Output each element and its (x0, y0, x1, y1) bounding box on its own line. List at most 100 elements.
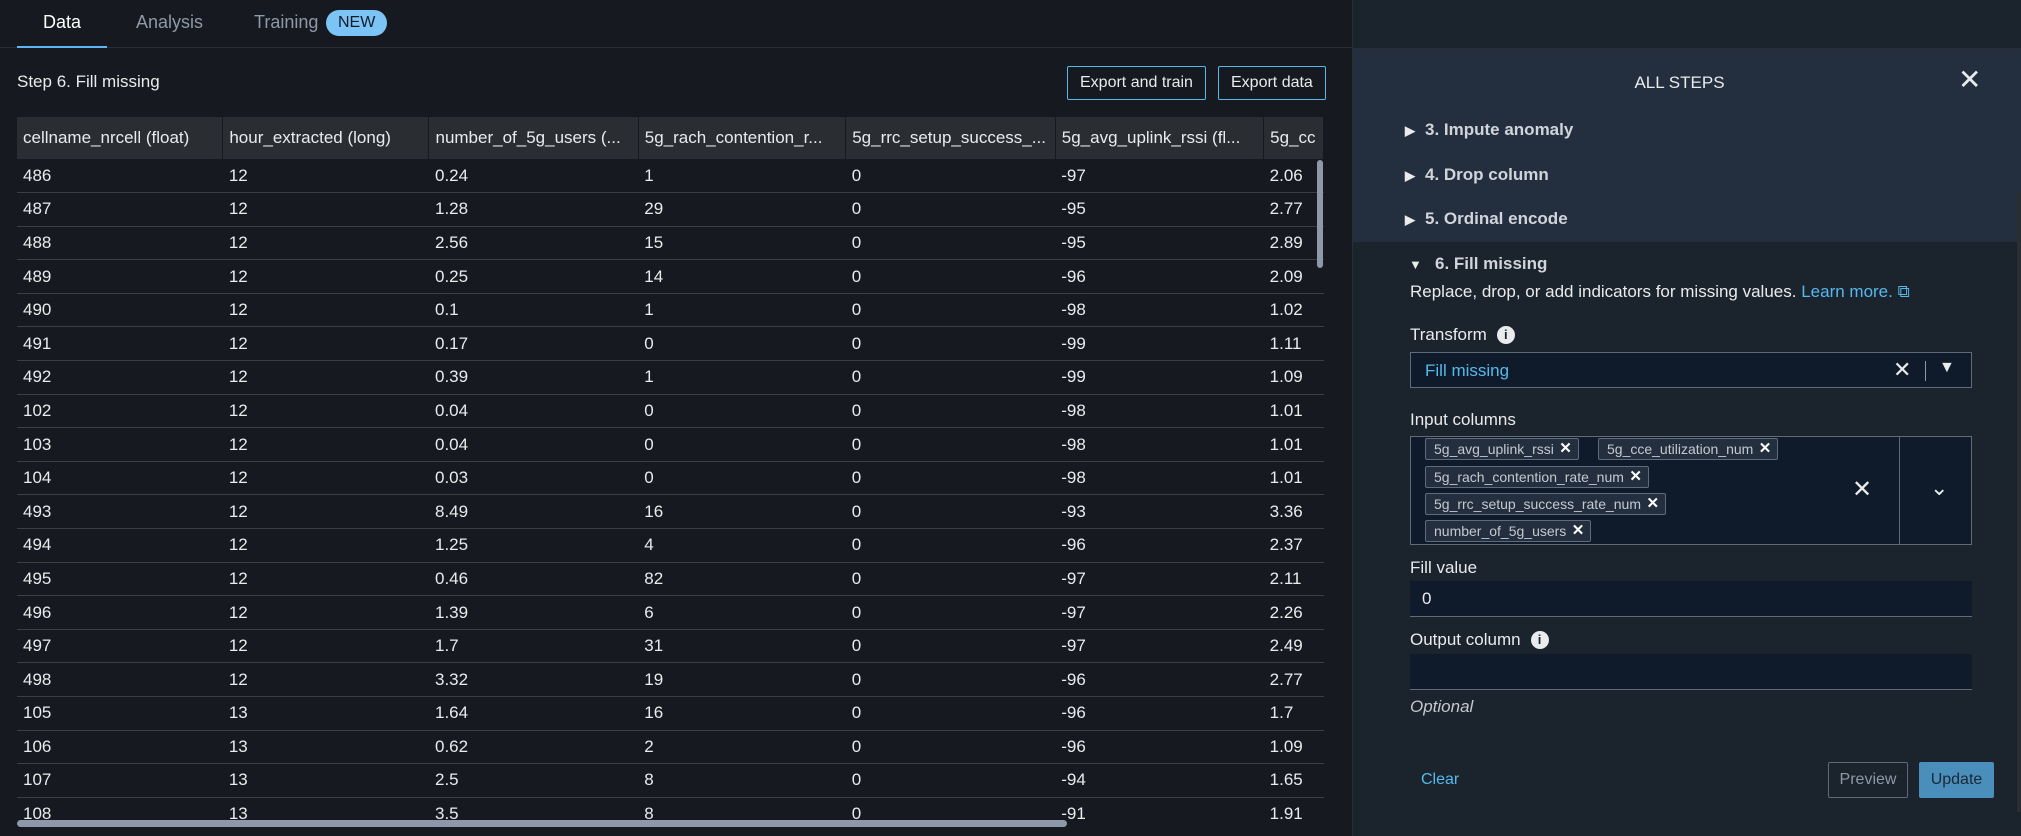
transform-label-row: Transform i (1410, 325, 1515, 345)
table-cell: 0 (638, 326, 846, 362)
preview-button[interactable]: Preview (1828, 762, 1908, 798)
table-row[interactable]: 104 12 0.03 0 0 -98 1.01 (17, 461, 1324, 496)
table-cell: 0 (845, 226, 1056, 261)
column-header[interactable]: 5g_rach_contention_r... (638, 117, 847, 159)
table-cell: 1.11 (1263, 326, 1324, 362)
horizontal-scrollbar[interactable] (17, 820, 1067, 827)
panel-header: ALL STEPS ✕ (1353, 48, 2021, 114)
table-row[interactable]: 103 12 0.04 0 0 -98 1.01 (17, 427, 1324, 462)
table-cell: 0 (845, 629, 1056, 664)
table-row[interactable]: 490 12 0.1 1 0 -98 1.02 (17, 293, 1324, 328)
clear-all-icon[interactable]: ✕ (1852, 476, 1873, 503)
info-icon[interactable]: i (1530, 631, 1549, 649)
select-divider (1925, 361, 1926, 381)
table-row[interactable]: 488 12 2.56 15 0 -95 2.89 (17, 226, 1324, 261)
column-header[interactable]: 5g_avg_uplink_rssi (fl... (1055, 117, 1265, 159)
table-cell: 12 (222, 394, 429, 429)
table-cell: 1.01 (1263, 427, 1324, 462)
close-icon[interactable]: ✕ (1958, 64, 1982, 95)
column-chip: 5g_avg_uplink_rssi ✕ (1425, 438, 1579, 460)
table-cell: 16 (638, 494, 846, 530)
output-column-input[interactable] (1410, 654, 1972, 690)
table-cell: 0 (638, 394, 846, 429)
step-ordinal-encode[interactable]: ▶ 5. Ordinal encode (1405, 209, 1568, 229)
step-drop-column[interactable]: ▶ 4. Drop column (1405, 165, 1549, 185)
column-header[interactable]: hour_extracted (long) (222, 117, 430, 159)
table-cell: 0 (845, 730, 1056, 765)
remove-chip-icon[interactable]: ✕ (1646, 495, 1660, 512)
table-row[interactable]: 495 12 0.46 82 0 -97 2.11 (17, 562, 1324, 597)
table-cell: -95 (1055, 192, 1264, 227)
chevron-down-icon[interactable]: ⌄ (1930, 475, 1949, 500)
chip-label: 5g_avg_uplink_rssi (1434, 441, 1554, 457)
table-cell: 4 (638, 528, 846, 563)
table-row[interactable]: 107 13 2.5 8 0 -94 1.65 (17, 763, 1324, 798)
learn-more-link[interactable]: Learn more. ⧉ (1801, 282, 1910, 301)
tab-data[interactable]: Data (17, 0, 107, 48)
table-cell: -94 (1055, 763, 1264, 798)
column-chip: 5g_rrc_setup_success_rate_num ✕ (1425, 493, 1667, 515)
fill-value-input[interactable]: 0 (1410, 581, 1972, 617)
table-cell: 0 (845, 528, 1056, 563)
dropdown-arrow-icon[interactable]: ▼ (1939, 359, 1955, 376)
step-title: Step 6. Fill missing (17, 72, 160, 91)
table-row[interactable]: 105 13 1.64 16 0 -96 1.7 (17, 696, 1324, 731)
export-and-train-button[interactable]: Export and train (1067, 66, 1206, 100)
table-row[interactable]: 493 12 8.49 16 0 -93 3.36 (17, 494, 1324, 530)
panel-scrollbar[interactable] (2017, 192, 2021, 812)
table-cell: 2.5 (428, 763, 639, 798)
table-cell: 0 (845, 360, 1056, 395)
top-tab-bar: Data Analysis Training NEW (0, 0, 1352, 48)
remove-chip-icon[interactable]: ✕ (1758, 440, 1772, 457)
table-cell: 8.49 (428, 494, 639, 530)
table-cell: 498 (17, 662, 223, 697)
step-label: 3. Impute anomaly (1425, 120, 1574, 139)
table-row[interactable]: 492 12 0.39 1 0 -99 1.09 (17, 360, 1324, 395)
column-header[interactable]: cellname_nrcell (float) (17, 117, 224, 159)
info-icon[interactable]: i (1496, 326, 1515, 344)
step-label: 6. Fill missing (1435, 254, 1548, 273)
table-row[interactable]: 494 12 1.25 4 0 -96 2.37 (17, 528, 1324, 563)
clear-button[interactable]: Clear (1421, 771, 1460, 788)
table-row[interactable]: 102 12 0.04 0 0 -98 1.01 (17, 394, 1324, 429)
table-row[interactable]: 106 13 0.62 2 0 -96 1.09 (17, 730, 1324, 765)
new-badge: NEW (326, 10, 388, 36)
table-row[interactable]: 498 12 3.32 19 0 -96 2.77 (17, 662, 1324, 697)
column-header[interactable]: 5g_cc (1263, 117, 1324, 159)
table-row[interactable]: 496 12 1.39 6 0 -97 2.26 (17, 595, 1324, 630)
vertical-scrollbar[interactable] (1317, 160, 1323, 268)
tab-analysis[interactable]: Analysis (136, 0, 203, 48)
table-cell: -98 (1055, 293, 1264, 328)
table-cell: 12 (222, 629, 429, 664)
step-fill-missing[interactable]: ▼ 6. Fill missing (1409, 254, 1547, 274)
clear-icon[interactable]: ✕ (1893, 357, 1912, 382)
table-cell: 3.36 (1263, 494, 1324, 530)
table-cell: 487 (17, 192, 223, 227)
table-cell: 0 (845, 259, 1056, 294)
remove-chip-icon[interactable]: ✕ (1629, 468, 1642, 485)
table-row[interactable]: 491 12 0.17 0 0 -99 1.11 (17, 326, 1324, 362)
export-data-button[interactable]: Export data (1218, 66, 1326, 100)
table-cell: 492 (17, 360, 223, 395)
table-cell: 19 (638, 662, 846, 697)
column-header[interactable]: 5g_rrc_setup_success_... (845, 117, 1056, 159)
input-columns-multiselect[interactable]: 5g_avg_uplink_rssi ✕ 5g_cce_utilization_n… (1410, 436, 1972, 545)
table-row[interactable]: 108 13 3.5 8 0 -91 1.91 (17, 797, 1324, 823)
table-row[interactable]: 497 12 1.7 31 0 -97 2.49 (17, 629, 1324, 664)
table-cell: 0.04 (428, 427, 639, 462)
tab-training[interactable]: Training (254, 0, 318, 48)
column-chip: 5g_rach_contention_rate_num ✕ (1425, 466, 1649, 488)
table-row[interactable]: 486 12 0.24 1 0 -97 2.06 (17, 159, 1324, 194)
table-cell: 12 (222, 259, 429, 294)
chip-label: 5g_rrc_setup_success_rate_num (1434, 496, 1642, 512)
table-row[interactable]: 487 12 1.28 29 0 -95 2.77 (17, 192, 1324, 227)
update-button[interactable]: Update (1919, 762, 1994, 798)
table-cell: 12 (222, 562, 429, 597)
remove-chip-icon[interactable]: ✕ (1559, 440, 1572, 457)
column-header[interactable]: number_of_5g_users (... (428, 117, 639, 159)
transform-select[interactable]: Fill missing ✕ ▼ (1410, 352, 1972, 388)
table-row[interactable]: 489 12 0.25 14 0 -96 2.09 (17, 259, 1324, 294)
step-impute-anomaly[interactable]: ▶ 3. Impute anomaly (1405, 120, 1573, 140)
remove-chip-icon[interactable]: ✕ (1571, 522, 1585, 539)
table-cell: 1.01 (1263, 394, 1324, 429)
